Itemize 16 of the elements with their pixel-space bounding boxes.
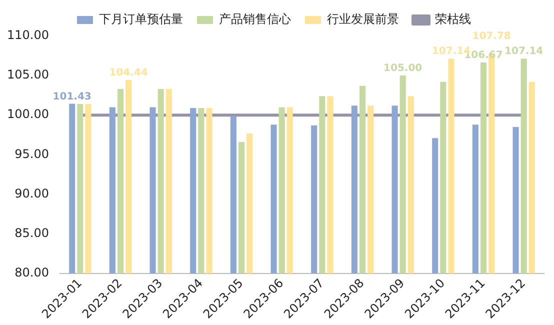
y-tick-label: 105.00 (6, 68, 49, 82)
y-tick-label: 110.00 (6, 28, 49, 42)
legend-label: 荣枯线 (435, 12, 471, 26)
y-tick-label: 80.00 (14, 265, 49, 280)
legend-label: 下月订单预估量 (99, 12, 183, 26)
data-label: 104.44 (109, 68, 148, 79)
data-label: 101.43 (52, 91, 92, 102)
y-tick-label: 85.00 (14, 226, 49, 240)
data-label: 107.78 (472, 31, 511, 42)
data-label: 107.14 (504, 46, 544, 58)
data-label: 105.00 (384, 63, 422, 74)
legend-label: 行业发展前景 (327, 12, 399, 26)
y-tick-label: 100.00 (6, 107, 49, 122)
legend-label: 产品销售信心 (219, 12, 291, 26)
y-tick-label: 95.00 (14, 146, 49, 161)
y-tick-label: 90.00 (14, 186, 49, 200)
